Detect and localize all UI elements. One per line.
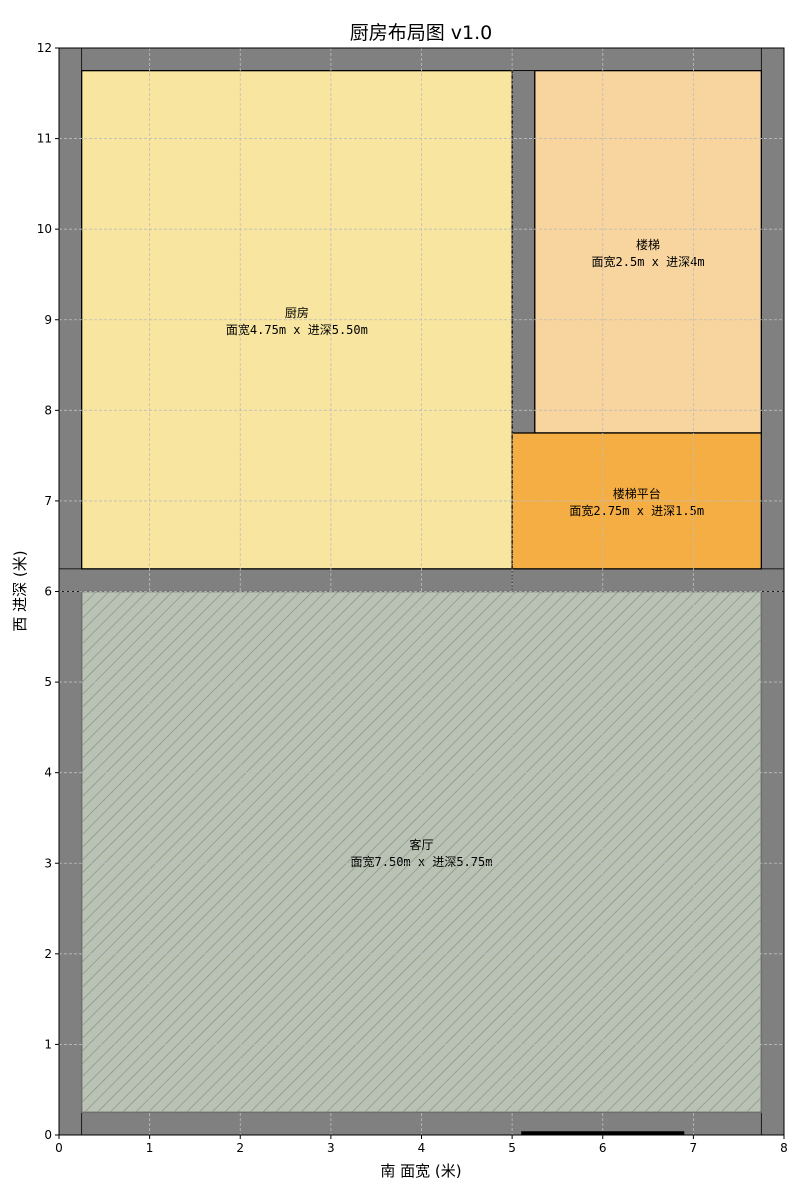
y-tick-label: 10 <box>37 222 52 236</box>
x-tick-label: 6 <box>599 1141 607 1155</box>
chart-title: 厨房布局图 v1.0 <box>350 22 493 44</box>
room-stairs <box>534 69 762 434</box>
x-tick-label: 7 <box>690 1141 698 1155</box>
x-axis-label: 南 面宽 (米) <box>380 1162 461 1180</box>
y-tick-label: 9 <box>44 313 52 327</box>
y-tick-label: 11 <box>37 132 52 146</box>
y-tick-label: 6 <box>44 585 52 599</box>
x-tick-label: 3 <box>327 1141 335 1155</box>
y-tick-label: 3 <box>44 856 52 870</box>
x-tick-label: 0 <box>55 1141 63 1155</box>
y-tick-label: 8 <box>44 403 52 417</box>
x-tick-label: 5 <box>508 1141 516 1155</box>
y-tick-label: 5 <box>44 675 52 689</box>
x-tick-label: 4 <box>418 1141 426 1155</box>
room-dims-landing: 面宽2.75m x 进深1.5m <box>569 503 704 518</box>
y-tick-label: 2 <box>44 947 52 961</box>
y-axis-label: 西 进深 (米) <box>11 550 29 631</box>
room-label-landing: 楼梯平台 <box>613 486 661 501</box>
y-tick-label: 12 <box>37 41 52 55</box>
wall-segment <box>511 70 536 434</box>
x-tick-label: 1 <box>146 1141 154 1155</box>
room-label-stairs: 楼梯 <box>636 237 660 252</box>
y-tick-label: 0 <box>44 1128 52 1142</box>
room-label-kitchen: 厨房 <box>285 305 309 320</box>
y-tick-label: 7 <box>44 494 52 508</box>
doors <box>511 70 685 1135</box>
x-tick-label: 8 <box>780 1141 788 1155</box>
room-dims-kitchen: 面宽4.75m x 进深5.50m <box>226 322 368 337</box>
y-tick-label: 1 <box>44 1037 52 1051</box>
room-dims-stairs: 面宽2.5m x 进深4m <box>592 254 705 269</box>
room-dims-living: 面宽7.50m x 进深5.75m <box>351 854 493 869</box>
x-tick-label: 2 <box>236 1141 244 1155</box>
y-tick-label: 4 <box>44 766 52 780</box>
